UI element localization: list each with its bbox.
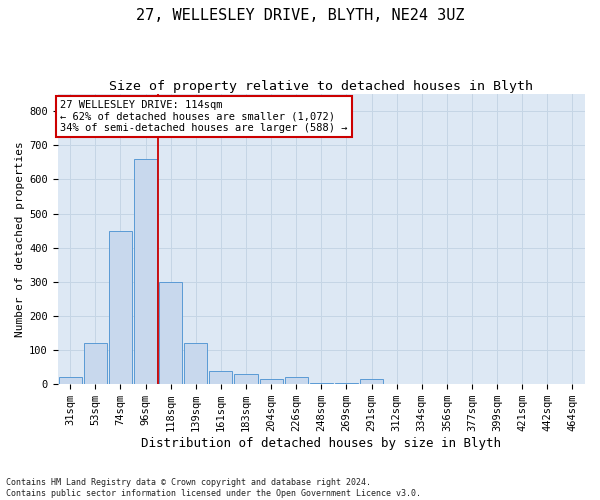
Bar: [159, 282, 182, 384]
Bar: [59, 378, 82, 384]
Bar: [84, 344, 107, 384]
Text: 27, WELLESLEY DRIVE, BLYTH, NE24 3UZ: 27, WELLESLEY DRIVE, BLYTH, NE24 3UZ: [136, 8, 464, 22]
Title: Size of property relative to detached houses in Blyth: Size of property relative to detached ho…: [109, 80, 533, 93]
Bar: [109, 230, 132, 384]
Y-axis label: Number of detached properties: Number of detached properties: [15, 142, 25, 337]
Bar: [209, 370, 232, 384]
Text: Contains HM Land Registry data © Crown copyright and database right 2024.
Contai: Contains HM Land Registry data © Crown c…: [6, 478, 421, 498]
Text: 27 WELLESLEY DRIVE: 114sqm
← 62% of detached houses are smaller (1,072)
34% of s: 27 WELLESLEY DRIVE: 114sqm ← 62% of deta…: [60, 100, 348, 133]
X-axis label: Distribution of detached houses by size in Blyth: Distribution of detached houses by size …: [142, 437, 502, 450]
Bar: [335, 382, 358, 384]
Bar: [235, 374, 257, 384]
Bar: [310, 382, 333, 384]
Bar: [284, 378, 308, 384]
Bar: [184, 344, 208, 384]
Bar: [134, 159, 157, 384]
Bar: [260, 379, 283, 384]
Bar: [360, 379, 383, 384]
